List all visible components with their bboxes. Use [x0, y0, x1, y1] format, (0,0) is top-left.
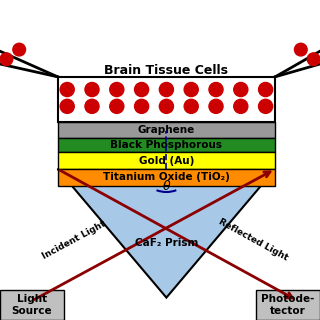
Circle shape	[209, 83, 223, 97]
Circle shape	[184, 83, 198, 97]
Bar	[58, 152, 275, 169]
Circle shape	[13, 43, 26, 56]
Bar	[0, 290, 64, 320]
Text: Gold (Au): Gold (Au)	[139, 156, 194, 166]
Circle shape	[307, 53, 320, 66]
Bar	[58, 122, 275, 138]
Circle shape	[110, 83, 124, 97]
Circle shape	[135, 83, 148, 97]
Text: Light
Source: Light Source	[12, 294, 52, 316]
Circle shape	[60, 99, 74, 113]
Circle shape	[259, 83, 273, 97]
Text: θ: θ	[163, 180, 170, 193]
Bar	[58, 77, 275, 122]
Circle shape	[159, 83, 173, 97]
Text: Reflected Light: Reflected Light	[217, 217, 289, 263]
Text: Black Phosphorous: Black Phosphorous	[110, 140, 222, 150]
Circle shape	[294, 43, 307, 56]
Circle shape	[85, 99, 99, 113]
Bar	[58, 138, 275, 152]
Circle shape	[259, 99, 273, 113]
Text: Graphene: Graphene	[138, 125, 195, 135]
Circle shape	[209, 99, 223, 113]
Circle shape	[184, 99, 198, 113]
Text: CaF₂ Prism: CaF₂ Prism	[135, 238, 198, 248]
Text: Brain Tissue Cells: Brain Tissue Cells	[104, 64, 228, 77]
Text: Incident Light: Incident Light	[40, 219, 107, 261]
Circle shape	[135, 99, 148, 113]
Bar	[58, 169, 275, 186]
Circle shape	[234, 99, 248, 113]
Text: Titanium Oxide (TiO₂): Titanium Oxide (TiO₂)	[103, 172, 230, 182]
Circle shape	[159, 99, 173, 113]
Polygon shape	[58, 169, 275, 298]
Circle shape	[60, 83, 74, 97]
Circle shape	[85, 83, 99, 97]
Circle shape	[0, 53, 13, 66]
Circle shape	[110, 99, 124, 113]
Text: Photode-
tector: Photode- tector	[261, 294, 315, 316]
Circle shape	[234, 83, 248, 97]
Bar	[256, 290, 320, 320]
